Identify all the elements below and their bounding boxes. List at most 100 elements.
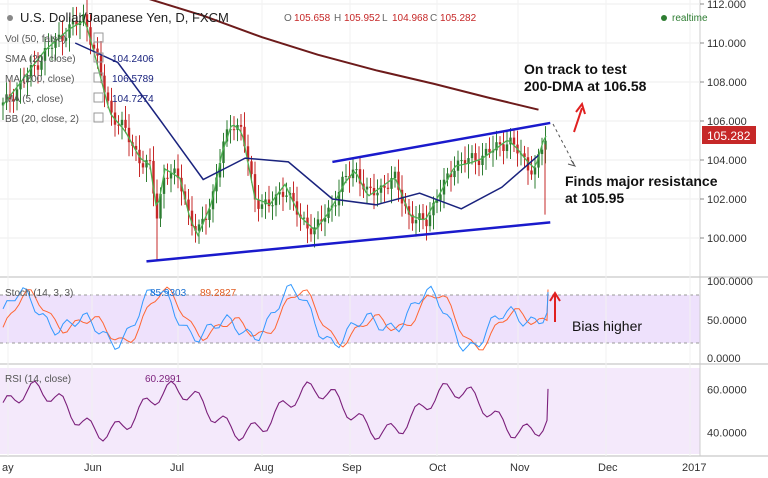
ohlc-l-value: 104.968	[392, 13, 429, 24]
price-tick-label: 106.000	[707, 116, 747, 128]
x-axis-label: Jul	[170, 462, 184, 474]
rsi-tick-label: 60.0000	[707, 385, 747, 397]
candle-body	[232, 129, 236, 131]
candle-body	[159, 193, 162, 219]
up-arrow-price-head	[575, 101, 586, 115]
legend-eye-icon	[93, 32, 104, 43]
price-tick-label: 112.000	[707, 0, 746, 11]
candle-body	[99, 55, 103, 76]
candle-body	[201, 218, 204, 225]
rsi-value: 60.2991	[145, 374, 182, 385]
candle-body	[523, 153, 526, 158]
candle-body	[243, 126, 246, 147]
candle-body	[222, 141, 225, 164]
ohlc-c-value: 105.282	[440, 13, 477, 24]
candle-body	[33, 65, 36, 67]
candle-body	[260, 204, 264, 209]
candle-body	[169, 173, 173, 179]
channel-upper-line	[332, 121, 551, 164]
candle-body	[162, 177, 166, 194]
candle-body	[320, 219, 323, 222]
candle-body	[285, 195, 288, 197]
chart-title: U.S. Dollar/Japanese Yen, D, FXCM	[20, 10, 229, 25]
last-price-badge	[702, 126, 756, 145]
candle-body	[302, 217, 306, 219]
candle-body	[393, 171, 397, 179]
x-axis-label: Oct	[429, 462, 446, 474]
stoch-legend: Stoch (14, 3, 3)	[5, 288, 73, 299]
stoch-tick-label: 100.0000	[707, 276, 753, 288]
ohlc-c-label: C	[430, 13, 437, 24]
candle-body	[183, 191, 187, 200]
candle-body	[96, 48, 99, 56]
candle-body	[215, 177, 218, 192]
candle-body	[439, 194, 442, 201]
stoch-d-value: 89.2827	[200, 288, 237, 299]
candle-body	[211, 191, 215, 210]
channel-lower-line	[146, 221, 551, 263]
price-tick-label: 100.000	[707, 233, 747, 245]
candle-body	[460, 160, 463, 162]
candle-body	[278, 191, 281, 195]
x-axis-label: Nov	[510, 462, 530, 474]
candle-body	[474, 153, 477, 161]
legend-eye-icon	[93, 112, 104, 123]
candle-body	[82, 14, 85, 21]
price-tick-label: 102.000	[707, 194, 747, 206]
x-axis-label: Jun	[84, 462, 102, 474]
rsi-tick-label: 40.0000	[707, 428, 747, 440]
annotation-resistance-line2: at 105.95	[565, 190, 624, 206]
x-axis-label: Dec	[598, 462, 618, 474]
legend-label: MA (200, close)	[5, 74, 74, 85]
candle-body	[341, 176, 344, 193]
candle-body	[446, 173, 449, 180]
candle-body	[152, 160, 155, 194]
candle-body	[313, 227, 316, 235]
candle-body	[369, 186, 372, 189]
candle-body	[351, 169, 355, 179]
candle-body	[295, 201, 299, 215]
candle-body	[120, 119, 124, 126]
legend-eye-icon	[93, 92, 104, 103]
candle-body	[57, 34, 61, 39]
candle-body	[309, 228, 313, 235]
candle-body	[425, 219, 428, 227]
candle-body	[418, 213, 421, 221]
candle-body	[166, 177, 169, 179]
candle-body	[22, 81, 26, 83]
candle-body	[19, 81, 22, 90]
candle-body	[323, 217, 327, 222]
candle-body	[239, 124, 243, 127]
candle-body	[187, 199, 190, 211]
candle-body	[467, 158, 470, 164]
candle-body	[488, 148, 491, 153]
annotation-ma200-line2: 200-DMA at 106.58	[524, 78, 647, 94]
legend-value: 104.7274	[112, 94, 154, 105]
candle-body	[477, 160, 481, 166]
candle-body	[176, 168, 180, 178]
candle-body	[106, 92, 110, 101]
candle-body	[89, 27, 92, 45]
candle-body	[435, 200, 439, 203]
candle-body	[344, 175, 348, 177]
candle-body	[537, 154, 540, 168]
candle-body	[194, 226, 197, 231]
legend-eye-icon	[93, 72, 104, 83]
candle-body	[145, 160, 148, 168]
candle-body	[365, 186, 369, 190]
ohlc-h-value: 105.952	[344, 13, 381, 24]
candle-body	[495, 142, 498, 151]
candle-body	[530, 170, 533, 175]
up-arrow-price	[573, 107, 583, 133]
candle-body	[274, 194, 278, 206]
candle-body	[47, 47, 50, 49]
candle-body	[299, 214, 302, 218]
candle-body	[190, 210, 194, 227]
symbol-dot-icon	[7, 15, 13, 21]
candle-body	[470, 153, 474, 159]
candle-body	[540, 149, 544, 155]
candle-body	[267, 199, 271, 207]
candle-body	[509, 137, 512, 145]
candle-body	[411, 214, 414, 224]
